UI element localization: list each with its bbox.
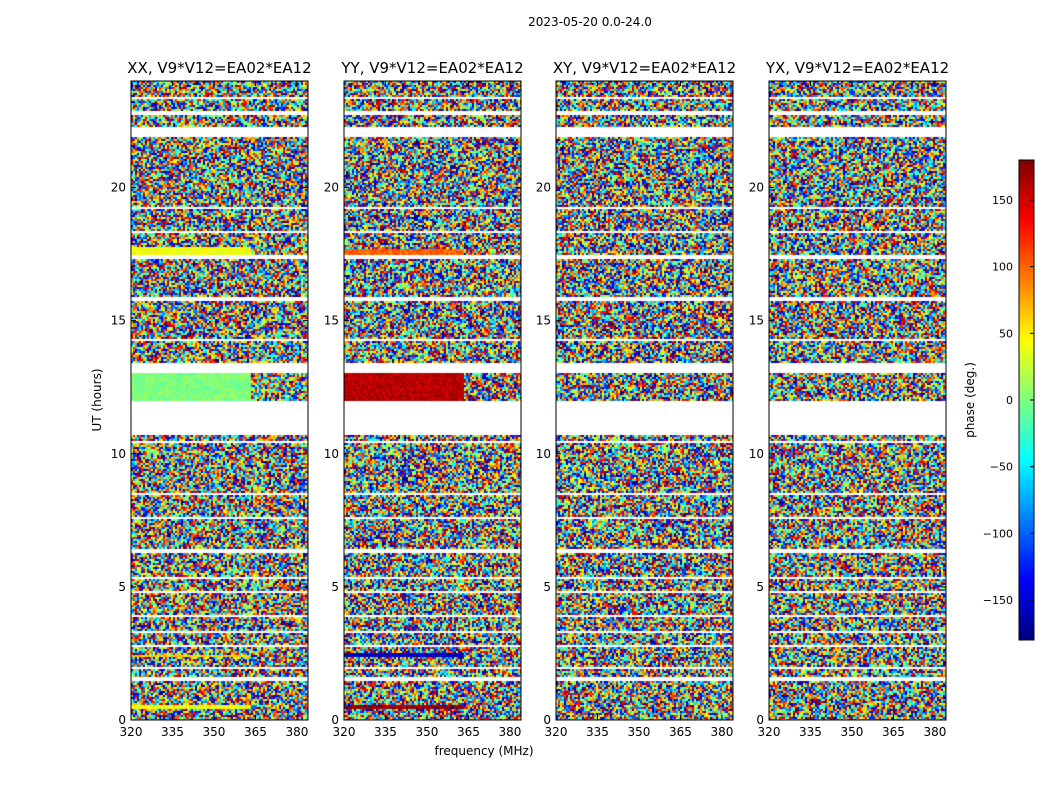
- panel-frame: [130, 80, 309, 721]
- colorbar-tick-label: 50: [999, 327, 1013, 340]
- y-tick-label: 10: [749, 447, 764, 461]
- x-tick-label: 365: [457, 725, 480, 739]
- colorbar-tick-label: −50: [990, 461, 1013, 474]
- panels: XX, V9*V12=EA02*EA12 320 335 350 365 380 0 5 10 1…: [111, 59, 949, 739]
- y-tick-label: 0: [331, 713, 339, 727]
- panel-frame: [343, 80, 522, 721]
- phase-heatmap: [769, 81, 946, 720]
- x-tick-label: 365: [882, 725, 905, 739]
- x-tick-label: 380: [710, 725, 733, 739]
- y-tick-label: 15: [536, 314, 551, 328]
- panel-frame: [768, 80, 947, 721]
- figure-suptitle: 2023-05-20 0.0-24.0: [528, 15, 652, 29]
- y-tick-label: 20: [749, 181, 764, 195]
- x-tick-label: 380: [285, 725, 308, 739]
- panel-xy: XY, V9*V12=EA02*EA12 320 335 350 365 380 0 5 10 1…: [536, 59, 736, 739]
- panel-title: XY, V9*V12=EA02*EA12: [553, 59, 736, 77]
- x-tick-label: 335: [799, 725, 822, 739]
- x-tick-label: 335: [586, 725, 609, 739]
- y-tick-label: 20: [111, 181, 126, 195]
- phase-heatmap: [344, 81, 521, 720]
- y-tick-label: 5: [331, 580, 339, 594]
- x-tick-label: 320: [333, 725, 356, 739]
- x-tick-label: 320: [758, 725, 781, 739]
- colorbar-tick-label: 150: [992, 194, 1013, 207]
- colorbar-tick-label: 100: [992, 261, 1013, 274]
- panel-xx: XX, V9*V12=EA02*EA12 320 335 350 365 380 0 5 10 1…: [111, 59, 312, 739]
- y-tick-label: 15: [324, 314, 339, 328]
- y-tick-label: 15: [111, 314, 126, 328]
- y-tick-label: 10: [536, 447, 551, 461]
- x-axis-label: frequency (MHz): [434, 744, 533, 758]
- panel-frame: [555, 80, 734, 721]
- colorbar-label: phase (deg.): [963, 362, 977, 438]
- x-tick-label: 350: [628, 725, 651, 739]
- colorbar-tick-label: 0: [1006, 394, 1013, 407]
- y-tick-label: 20: [324, 181, 339, 195]
- panel-yx: YX, V9*V12=EA02*EA12 320 335 350 365 380 0 5 10 1…: [749, 59, 949, 739]
- x-tick-label: 335: [161, 725, 184, 739]
- x-tick-label: 320: [120, 725, 143, 739]
- y-tick-label: 10: [111, 447, 126, 461]
- x-tick-label: 335: [374, 725, 397, 739]
- x-tick-label: 380: [923, 725, 946, 739]
- colorbar-gradient: [1019, 160, 1034, 640]
- y-tick-label: 0: [543, 713, 551, 727]
- x-tick-label: 350: [203, 725, 226, 739]
- y-tick-label: 0: [756, 713, 764, 727]
- y-tick-label: 15: [749, 314, 764, 328]
- y-tick-label: 5: [756, 580, 764, 594]
- colorbar-tick-label: −100: [983, 527, 1013, 540]
- panel-title: YY, V9*V12=EA02*EA12: [340, 59, 523, 77]
- y-tick-label: 10: [324, 447, 339, 461]
- y-axis-label: UT (hours): [90, 368, 104, 431]
- phase-heatmap: [131, 81, 308, 720]
- panel-title: XX, V9*V12=EA02*EA12: [127, 59, 311, 77]
- y-tick-label: 0: [118, 713, 126, 727]
- x-tick-label: 365: [669, 725, 692, 739]
- colorbar: phase (deg.) 150 100 50 0 −50 −100 −150: [963, 159, 1035, 641]
- colorbar-tick-label: −150: [983, 594, 1013, 607]
- x-tick-label: 380: [498, 725, 521, 739]
- y-tick-label: 20: [536, 181, 551, 195]
- x-tick-label: 350: [416, 725, 439, 739]
- panel-title: YX, V9*V12=EA02*EA12: [765, 59, 949, 77]
- x-tick-label: 365: [244, 725, 267, 739]
- panel-yy: YY, V9*V12=EA02*EA12 320 335 350 365 380 0 5 10 1…: [324, 59, 524, 739]
- x-tick-label: 350: [841, 725, 864, 739]
- y-tick-label: 5: [118, 580, 126, 594]
- y-tick-label: 5: [543, 580, 551, 594]
- phase-heatmap: [556, 81, 733, 720]
- x-tick-label: 320: [545, 725, 568, 739]
